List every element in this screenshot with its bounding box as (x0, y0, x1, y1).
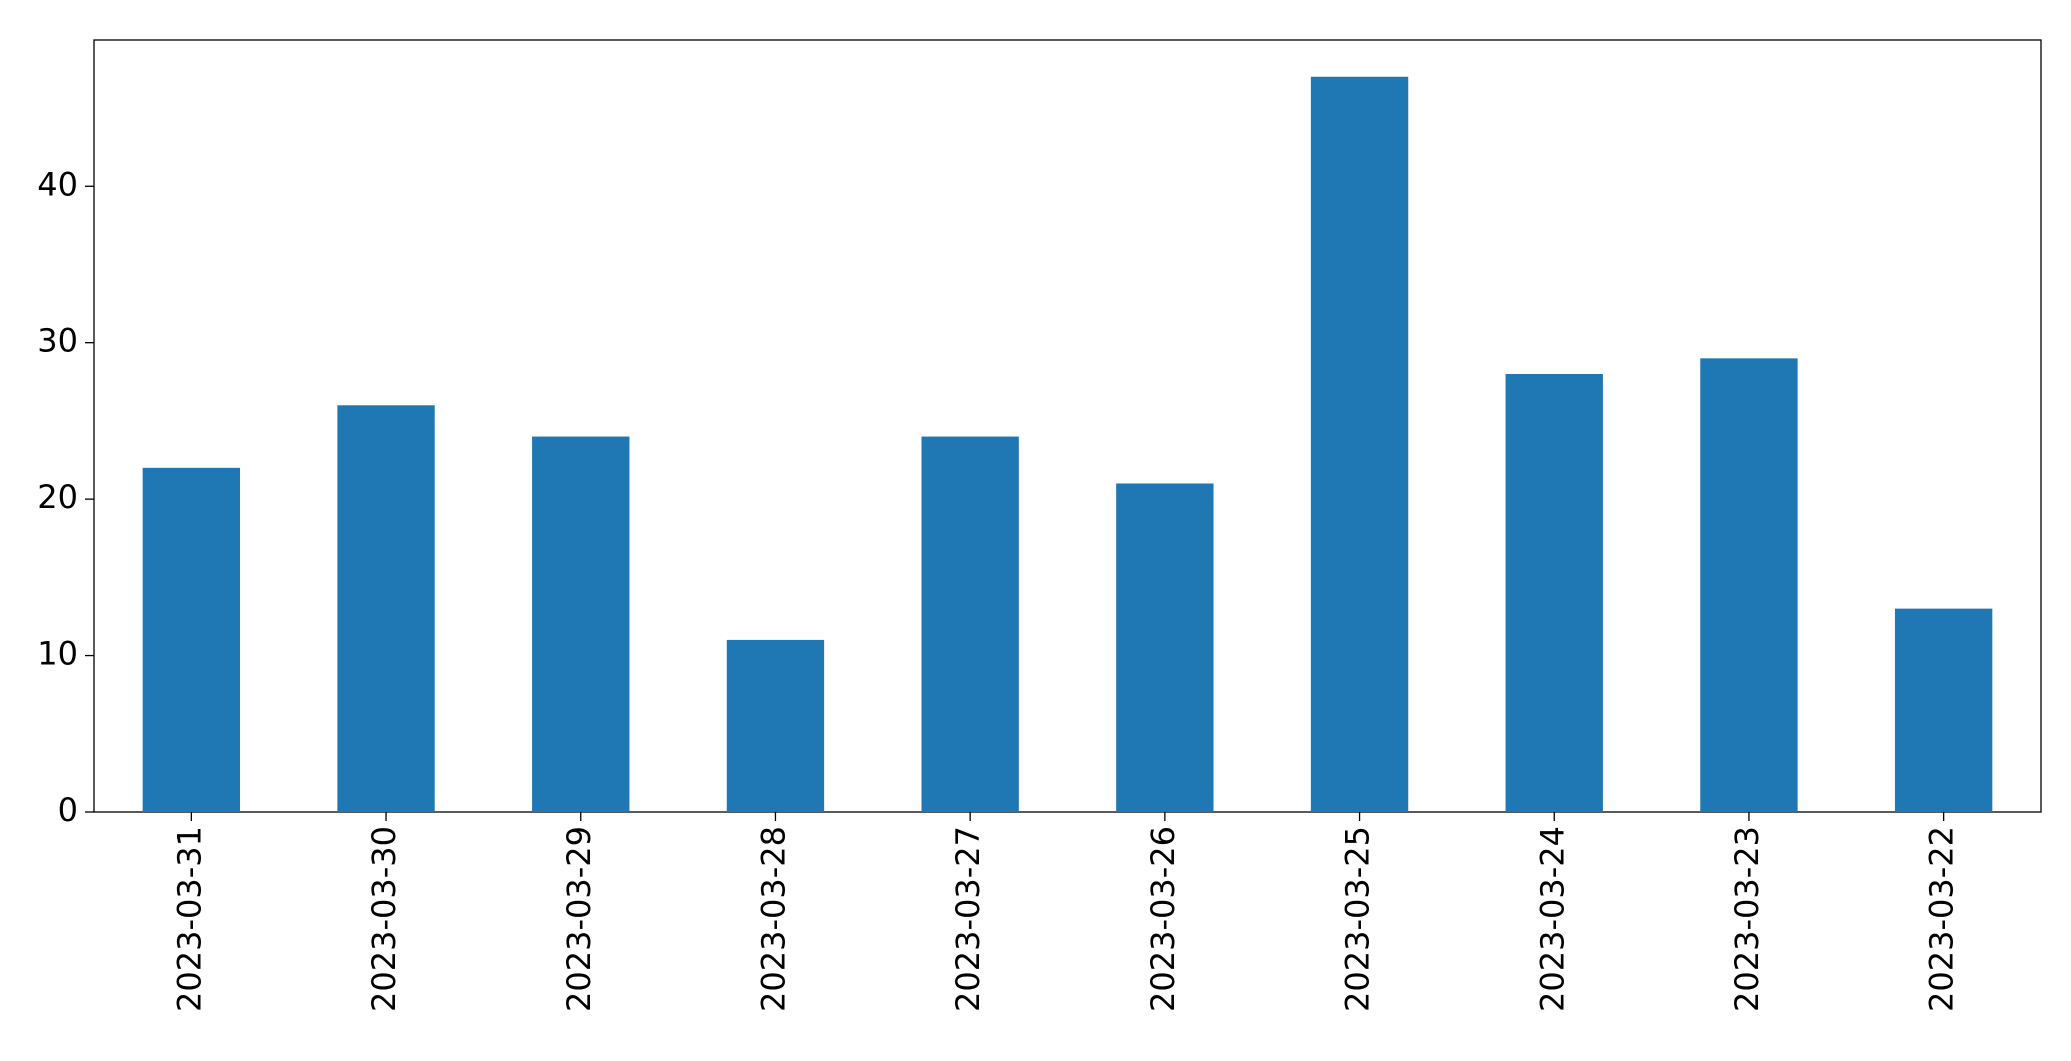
bar (1116, 483, 1214, 812)
bar (1894, 608, 1993, 812)
bar (726, 639, 825, 812)
bar (1310, 76, 1409, 812)
x-tick-label: 2023-03-22 (1923, 826, 1961, 1012)
x-tick-label: 2023-03-31 (170, 826, 208, 1012)
y-tick-label: 0 (58, 791, 78, 829)
x-tick-label: 2023-03-27 (949, 826, 987, 1012)
bar (1700, 358, 1798, 812)
x-tick-label: 2023-03-29 (560, 826, 598, 1012)
x-tick-label: 2023-03-24 (1533, 826, 1571, 1012)
x-tick-label: 2023-03-25 (1339, 826, 1377, 1012)
y-tick-label: 40 (37, 165, 78, 203)
bar (337, 405, 435, 812)
x-tick-label: 2023-03-26 (1144, 826, 1182, 1012)
bar (921, 436, 1019, 812)
x-tick-label: 2023-03-30 (365, 826, 403, 1012)
bar (142, 467, 241, 812)
x-tick-label: 2023-03-23 (1728, 826, 1766, 1012)
y-tick-label: 10 (37, 635, 78, 673)
bar (532, 436, 630, 812)
x-tick-label: 2023-03-28 (754, 826, 792, 1012)
bar (1505, 373, 1603, 812)
y-tick-label: 30 (37, 322, 78, 360)
plot-frame (93, 39, 2042, 813)
y-tick-label: 20 (37, 478, 78, 516)
